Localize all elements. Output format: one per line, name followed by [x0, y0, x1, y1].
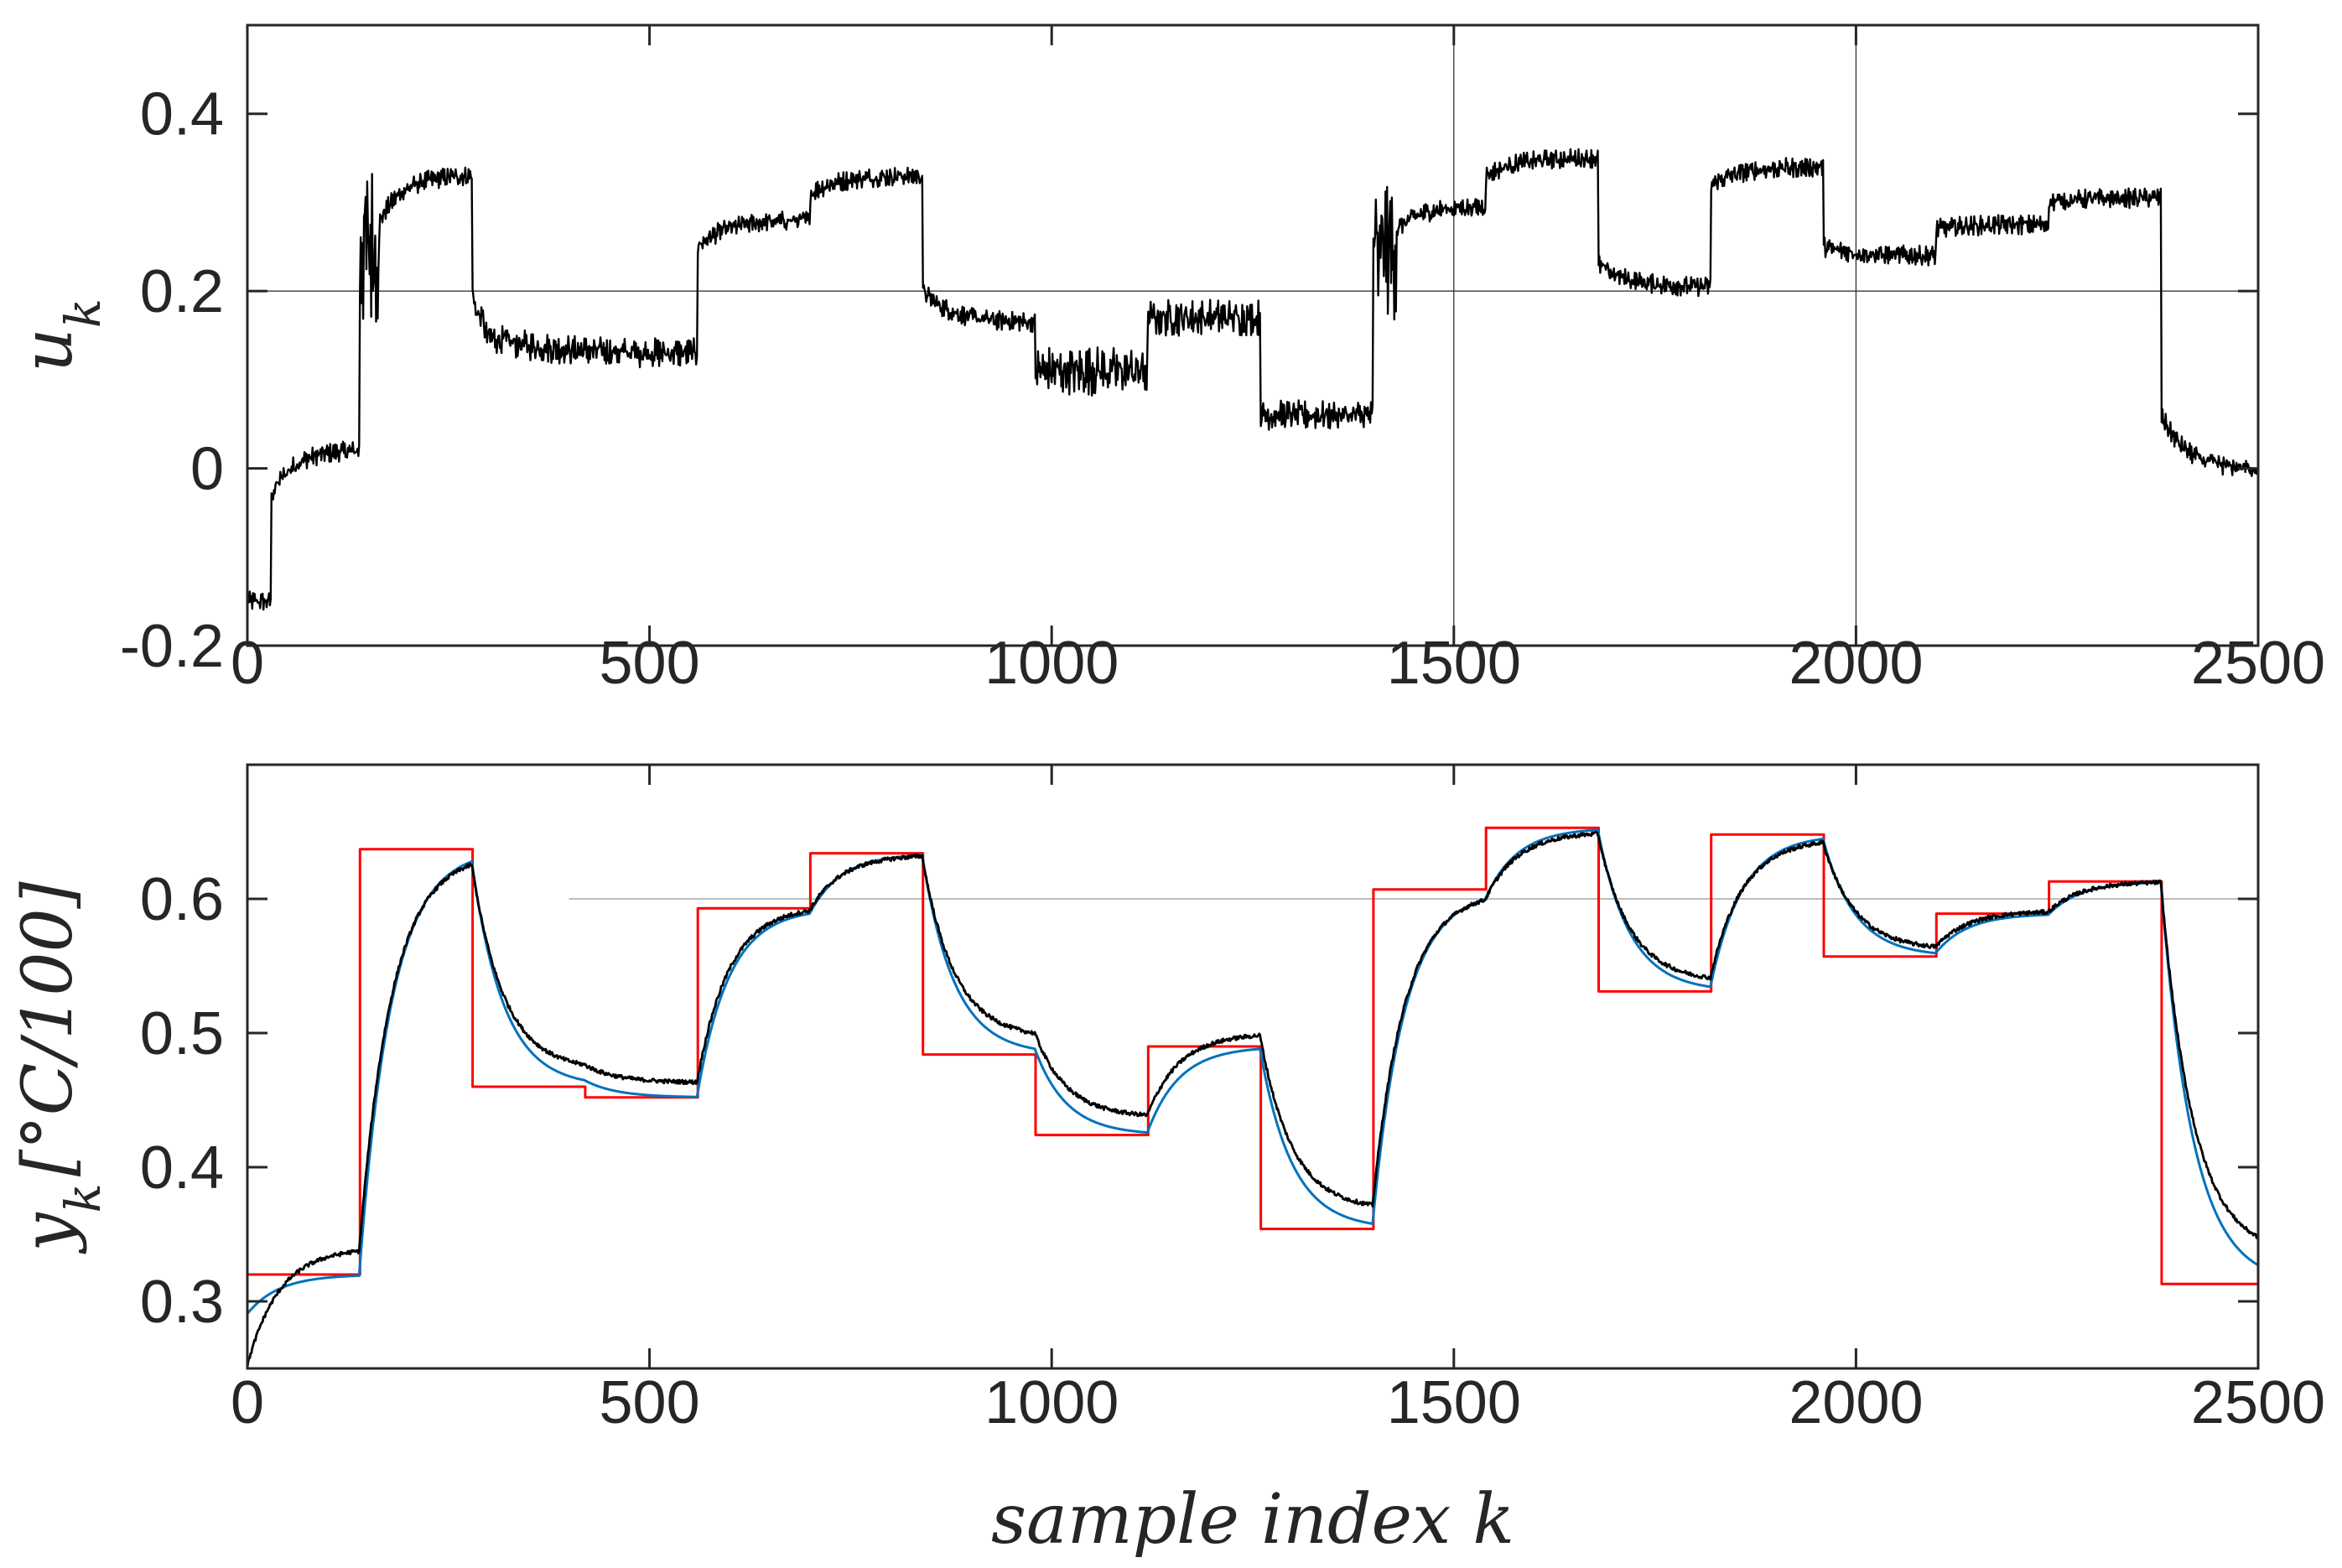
x-axis-label: sample index k [991, 1480, 1514, 1560]
input-series-group [247, 148, 2259, 611]
x-tick-label: 2000 [1789, 630, 1923, 697]
x-tick-labels: 0 500 1000 1500 2000 2500 [231, 630, 2325, 697]
model-output-line [246, 828, 2259, 1315]
y-tick-label: 0.4 [140, 81, 224, 148]
x-tick-label: 1000 [984, 1369, 1119, 1436]
y-tick-label: 0.5 [140, 1000, 224, 1067]
x-tick-label: 0 [231, 630, 264, 697]
plot-frame [246, 23, 2260, 647]
x-tick-label: 500 [600, 1369, 700, 1436]
tick-marks [246, 765, 2260, 1368]
plot-frame [246, 763, 2260, 1370]
y-tick-label: 0.4 [140, 1134, 224, 1202]
y-tick-label: 0.2 [140, 258, 224, 325]
x-tick-label: 1500 [1387, 1369, 1521, 1436]
measured-output-line [246, 830, 2260, 1368]
x-tick-label: 2500 [2191, 1369, 2325, 1436]
y-tick-labels: 0.3 0.4 0.5 0.6 [140, 866, 224, 1336]
output-subplot: 0 500 1000 1500 2000 2500 0.3 0.4 0.5 0.6 yk[°C/… [8, 763, 2325, 1436]
x-tick-labels: 0 500 1000 1500 2000 2500 [231, 1369, 2325, 1436]
x-tick-label: 500 [600, 630, 700, 697]
y-tick-label: 0.6 [140, 866, 224, 933]
input-subplot: 0 500 1000 1500 2000 2500 -0.200.20.4 uk [8, 23, 2325, 697]
reference-setpoint-line [247, 826, 2258, 1285]
x-tick-label: 1500 [1387, 630, 1521, 697]
x-tick-label: 2500 [2191, 630, 2325, 697]
x-tick-label: 1000 [984, 630, 1119, 697]
y-tick-label: 0.3 [140, 1269, 224, 1336]
y-tick-label: -0.2 [120, 613, 224, 680]
x-tick-label: 0 [231, 1369, 264, 1436]
reference-lines [247, 25, 2258, 646]
y-tick-labels: -0.2 0 0.2 0.4 [120, 81, 224, 680]
output-series-group [246, 826, 2260, 1368]
input-signal-line [247, 148, 2259, 611]
x-tick-label: 2000 [1789, 1369, 1923, 1436]
y-axis-label: yk[°C/100] [8, 880, 112, 1254]
y-axis-label: uk [8, 299, 112, 372]
y-tick-label: 0 [190, 436, 224, 503]
tick-marks [246, 25, 2260, 647]
